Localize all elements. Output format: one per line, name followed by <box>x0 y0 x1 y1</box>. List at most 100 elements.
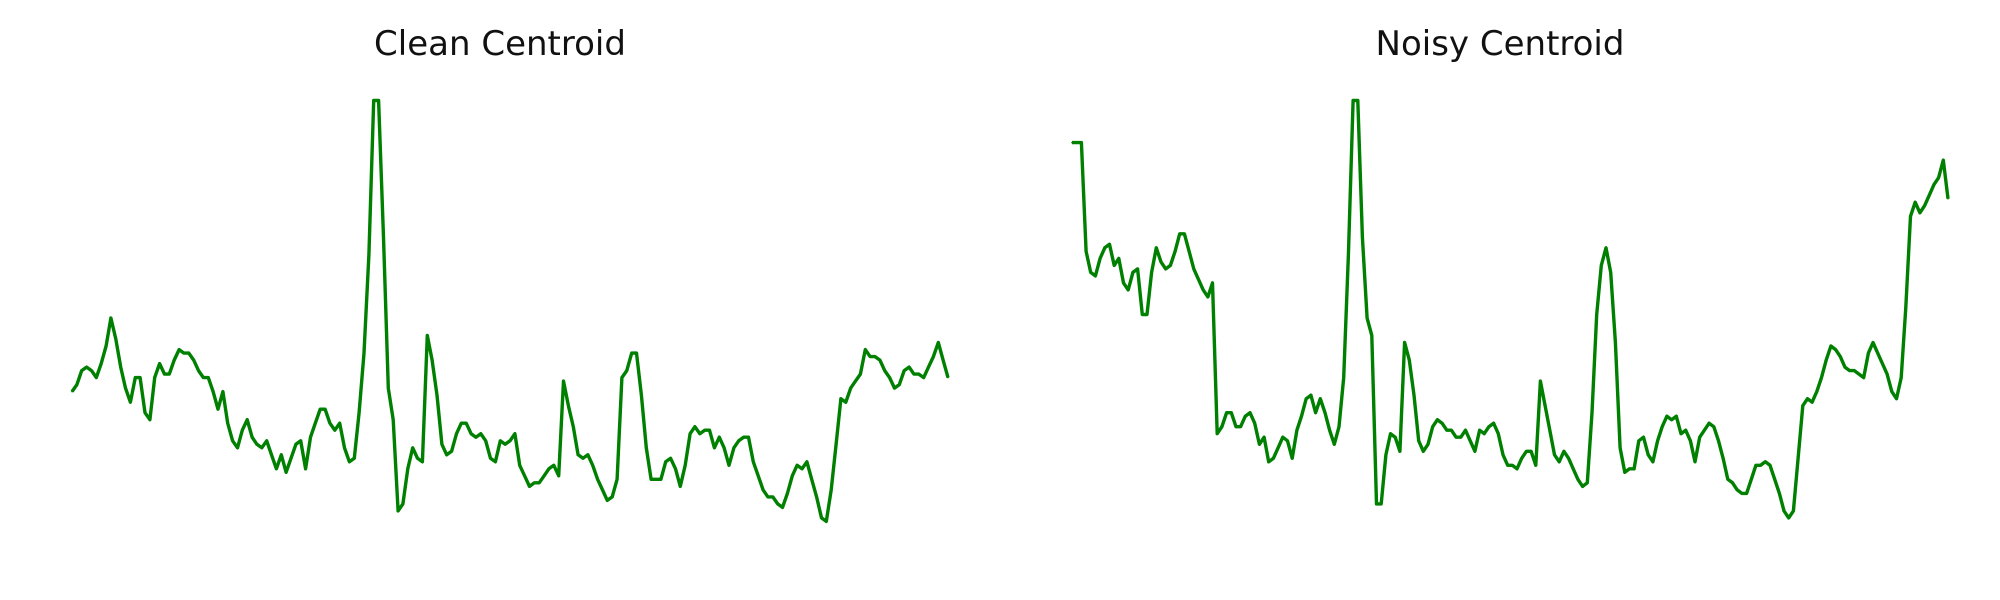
data-point-152 <box>1783 510 1785 512</box>
data-point-106 <box>1567 457 1570 460</box>
data-point-123 <box>1647 454 1649 456</box>
data-point-23 <box>1178 233 1181 235</box>
data-point-33 <box>231 440 234 442</box>
data-point-25 <box>1188 250 1190 253</box>
data-point-168 <box>1858 373 1860 375</box>
data-point-133 <box>1694 461 1696 463</box>
data-point-19 <box>163 373 166 375</box>
data-point-132 <box>1689 440 1692 442</box>
data-point-18 <box>158 362 161 365</box>
data-point-154 <box>820 517 823 519</box>
data-point-72 <box>1408 359 1411 361</box>
data-point-145 <box>776 503 779 505</box>
data-point-85 <box>1469 440 1471 442</box>
data-point-76 <box>441 443 443 446</box>
data-point-86 <box>489 457 492 460</box>
data-point-162 <box>1830 345 1832 347</box>
data-point-11 <box>1122 282 1125 284</box>
data-point-176 <box>1895 397 1898 400</box>
data-point-150 <box>801 468 803 470</box>
data-point-72 <box>421 461 424 463</box>
data-point-59 <box>1347 254 1350 256</box>
data-point-73 <box>426 334 429 337</box>
data-point-35 <box>1235 425 1237 428</box>
data-point-157 <box>1806 397 1809 400</box>
data-point-135 <box>1703 429 1706 432</box>
data-point-120 <box>1633 468 1635 470</box>
data-point-5 <box>95 376 98 379</box>
data-point-9 <box>115 338 117 340</box>
data-point-144 <box>1745 492 1748 495</box>
data-point-146 <box>1755 464 1757 467</box>
data-point-147 <box>786 492 789 495</box>
data-point-155 <box>825 520 828 523</box>
data-point-69 <box>1394 436 1396 439</box>
data-point-91 <box>1497 432 1500 435</box>
data-point-50 <box>1305 397 1307 400</box>
data-point-128 <box>1670 418 1673 421</box>
data-point-159 <box>1816 390 1818 393</box>
data-point-77 <box>445 454 448 456</box>
data-point-153 <box>1787 517 1790 519</box>
data-point-47 <box>1291 457 1293 460</box>
data-point-61 <box>1357 99 1359 102</box>
data-point-117 <box>640 394 643 397</box>
data-point-176 <box>927 366 930 368</box>
data-point-177 <box>932 355 935 358</box>
data-point-60 <box>363 352 365 354</box>
data-point-90 <box>509 440 511 442</box>
data-point-100 <box>557 475 560 477</box>
data-point-53 <box>329 422 331 425</box>
data-point-168 <box>888 376 891 379</box>
data-point-161 <box>1825 359 1827 361</box>
data-point-38 <box>1249 411 1251 414</box>
data-point-58 <box>1342 376 1345 379</box>
data-point-156 <box>830 489 832 491</box>
data-point-42 <box>1267 461 1270 463</box>
data-point-163 <box>864 348 867 351</box>
data-point-185 <box>1937 176 1940 179</box>
data-point-90 <box>1492 422 1495 425</box>
data-point-11 <box>124 387 127 389</box>
data-point-48 <box>304 468 307 470</box>
data-point-46 <box>295 443 297 446</box>
data-point-105 <box>582 457 584 460</box>
data-point-158 <box>840 397 842 400</box>
data-point-66 <box>1380 503 1382 505</box>
data-point-33 <box>1225 411 1228 414</box>
data-point-80 <box>1446 429 1448 432</box>
data-point-126 <box>684 464 686 467</box>
data-point-46 <box>1286 440 1289 442</box>
data-point-108 <box>1577 478 1579 481</box>
data-point-117 <box>1619 447 1621 449</box>
data-point-40 <box>265 440 268 442</box>
data-point-122 <box>664 461 667 463</box>
data-point-153 <box>815 496 818 498</box>
data-point-19 <box>1160 261 1162 263</box>
data-point-18 <box>1155 247 1158 249</box>
data-point-65 <box>1375 503 1378 505</box>
data-point-83 <box>475 436 477 439</box>
data-point-44 <box>1277 447 1279 449</box>
data-point-41 <box>270 454 273 456</box>
data-point-49 <box>309 436 312 439</box>
series-0 <box>1071 98 1950 520</box>
data-point-103 <box>572 425 575 428</box>
data-point-169 <box>1862 376 1865 379</box>
data-point-38 <box>256 443 258 446</box>
data-point-159 <box>845 401 847 404</box>
data-point-10 <box>1118 257 1120 260</box>
data-point-45 <box>290 457 292 460</box>
data-point-108 <box>596 478 599 481</box>
data-point-180 <box>947 376 949 379</box>
data-point-171 <box>1872 341 1874 344</box>
data-point-133 <box>718 436 721 439</box>
data-point-88 <box>499 440 502 442</box>
data-point-2 <box>80 369 83 372</box>
data-point-0 <box>1071 141 1073 144</box>
data-point-110 <box>1586 482 1589 484</box>
data-point-87 <box>1478 429 1481 432</box>
data-point-16 <box>149 418 151 421</box>
data-point-100 <box>1539 380 1542 382</box>
data-point-85 <box>484 440 487 442</box>
